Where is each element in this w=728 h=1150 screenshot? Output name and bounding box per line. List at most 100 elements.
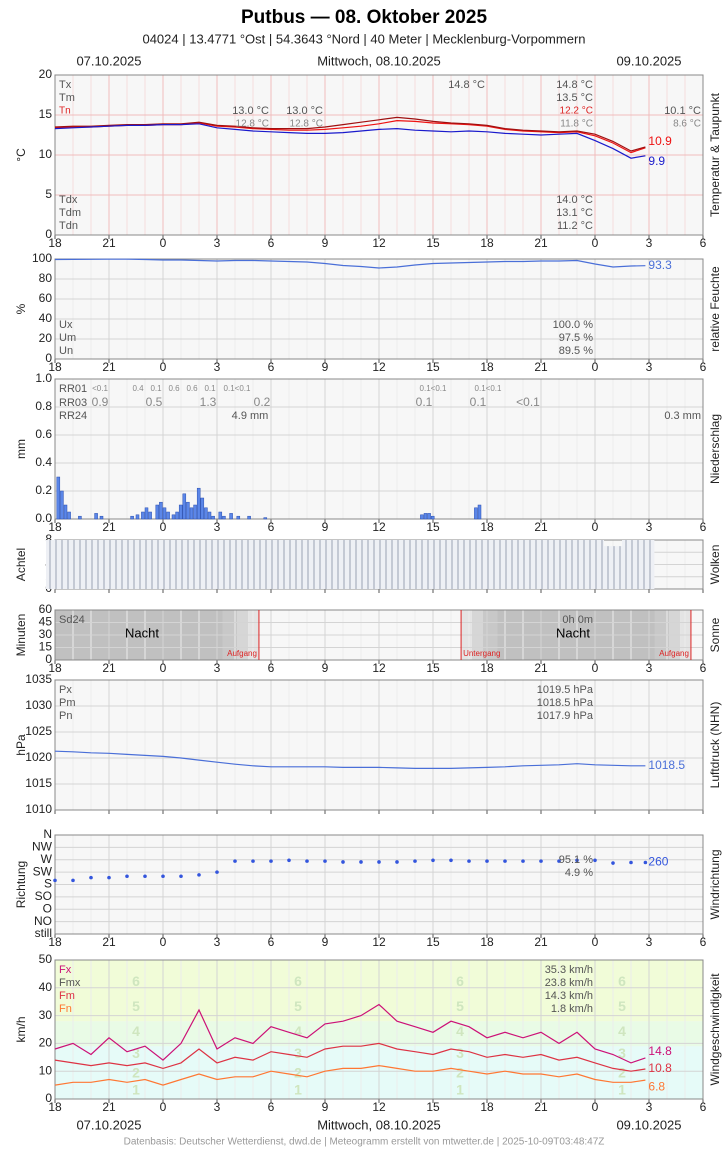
x-tick-label: 3: [646, 360, 653, 374]
cloud-cover: [478, 540, 496, 589]
annotation: Um: [59, 332, 76, 344]
side-label: Sonne: [708, 617, 722, 652]
x-tick-label: 0: [592, 935, 599, 949]
x-tick-label: 21: [102, 520, 116, 534]
date-center: Mittwoch, 08.10.2025: [317, 53, 441, 68]
beaufort-label: 4: [618, 1023, 626, 1039]
plot-frame: [54, 679, 704, 811]
x-tick-label: 12: [372, 661, 386, 675]
end-value-label: 14.8: [648, 1044, 672, 1058]
cloud-cover: [262, 540, 280, 589]
beaufort-label: 1: [618, 1081, 626, 1097]
cloud-cover: [334, 540, 352, 589]
direction-dot: [557, 859, 561, 863]
side-label: Windgeschwindigkeit: [708, 973, 722, 1086]
y-tick-label: 20: [39, 67, 53, 81]
precip-bar: [193, 504, 197, 520]
x-tick-label: 6: [268, 935, 275, 949]
sun-event-label: Aufgang: [227, 649, 257, 658]
direction-dot: [377, 860, 381, 864]
direction-dot: [53, 878, 57, 883]
y-tick-label: 40: [39, 311, 53, 325]
y-tick-label: 30: [39, 627, 53, 641]
precip-bar: [130, 515, 134, 520]
y-tick-label: 40: [39, 980, 53, 994]
annotation: 14.0 °C: [556, 194, 593, 206]
cloud-cover: [568, 540, 586, 589]
x-tick-label: 15: [426, 935, 440, 949]
annotation: 14.8 °C: [448, 79, 485, 91]
annotation: <0.1: [516, 395, 540, 409]
annotation: RR24: [59, 410, 87, 422]
precip-bar: [477, 504, 482, 520]
cloud-cover: [370, 540, 388, 589]
annotation: Sd24: [59, 614, 85, 626]
x-tick-label: 9: [322, 236, 329, 250]
x-tick-label: 3: [214, 236, 221, 250]
y-tick-label: 20: [39, 331, 53, 345]
precip-bar: [148, 511, 152, 520]
cloud-cover: [514, 540, 532, 589]
direction-dot: [215, 870, 219, 874]
precip-bar: [159, 501, 163, 520]
annotation: 0.5: [146, 395, 163, 409]
annotation: Un: [59, 345, 73, 357]
direction-dot: [251, 859, 255, 863]
date-left: 07.10.2025: [76, 53, 141, 68]
x-tick-label: 3: [646, 520, 653, 534]
y-tick-label: W: [41, 852, 53, 866]
precip-bar: [200, 497, 205, 520]
y-tick-label: 10: [39, 147, 53, 161]
y-axis-label: hPa: [14, 734, 28, 756]
sun-event-label: Aufgang: [659, 649, 689, 658]
x-tick-label: 0: [160, 360, 167, 374]
annotation: 13.0 °C: [232, 105, 269, 117]
beaufort-label: 1: [294, 1081, 302, 1097]
direction-dot: [233, 859, 237, 863]
direction-dot: [107, 875, 111, 880]
cloud-cover: [190, 540, 208, 589]
x-tick-label: 12: [372, 236, 386, 250]
x-tick-label: 3: [214, 661, 221, 675]
y-axis-label: Minuten: [14, 614, 28, 657]
precip-bar: [229, 513, 233, 520]
direction-dot: [269, 859, 273, 863]
x-tick-label: 18: [480, 236, 494, 250]
y-axis-label: mm: [14, 439, 28, 459]
x-tick-label: 12: [372, 520, 386, 534]
beaufort-label: 2: [618, 1065, 626, 1081]
direction-dot: [359, 860, 363, 864]
precip-bar: [420, 514, 424, 520]
annotation: 1.3: [200, 395, 217, 409]
line: [54, 258, 646, 269]
x-tick-label: 6: [700, 935, 707, 949]
annotation: 0.1: [150, 384, 162, 393]
x-tick-label: 18: [480, 520, 494, 534]
x-tick-label: 9: [322, 661, 329, 675]
annotation: 14.3 km/h: [545, 990, 593, 1002]
annotation: 12.2 °C: [560, 106, 593, 117]
x-tick-label: 3: [646, 935, 653, 949]
cloud-cover: [532, 540, 550, 589]
precip-bar: [427, 513, 431, 520]
precip-bar: [171, 514, 176, 520]
cloud-cover: [100, 540, 118, 589]
beaufort-label: 6: [132, 973, 140, 989]
precip-bar: [78, 515, 82, 520]
beaufort-label: 2: [132, 1065, 140, 1081]
direction-dot: [71, 878, 75, 883]
precip-bar: [196, 487, 201, 520]
end-value-label: 260: [648, 855, 668, 869]
annotation: 12.8 °C: [290, 119, 323, 130]
precip-bar: [211, 515, 215, 520]
annotation: Px: [59, 684, 72, 696]
x-tick-label: 21: [102, 236, 116, 250]
x-tick-label: 18: [48, 935, 62, 949]
cloud-cover: [636, 540, 655, 589]
cloud-cover: [172, 540, 190, 589]
precip-bar: [94, 513, 98, 520]
line: [54, 116, 646, 152]
annotation: 0.1<0.1: [420, 384, 447, 393]
x-tick-label: 21: [534, 935, 548, 949]
beaufort-label: 3: [132, 1045, 140, 1061]
